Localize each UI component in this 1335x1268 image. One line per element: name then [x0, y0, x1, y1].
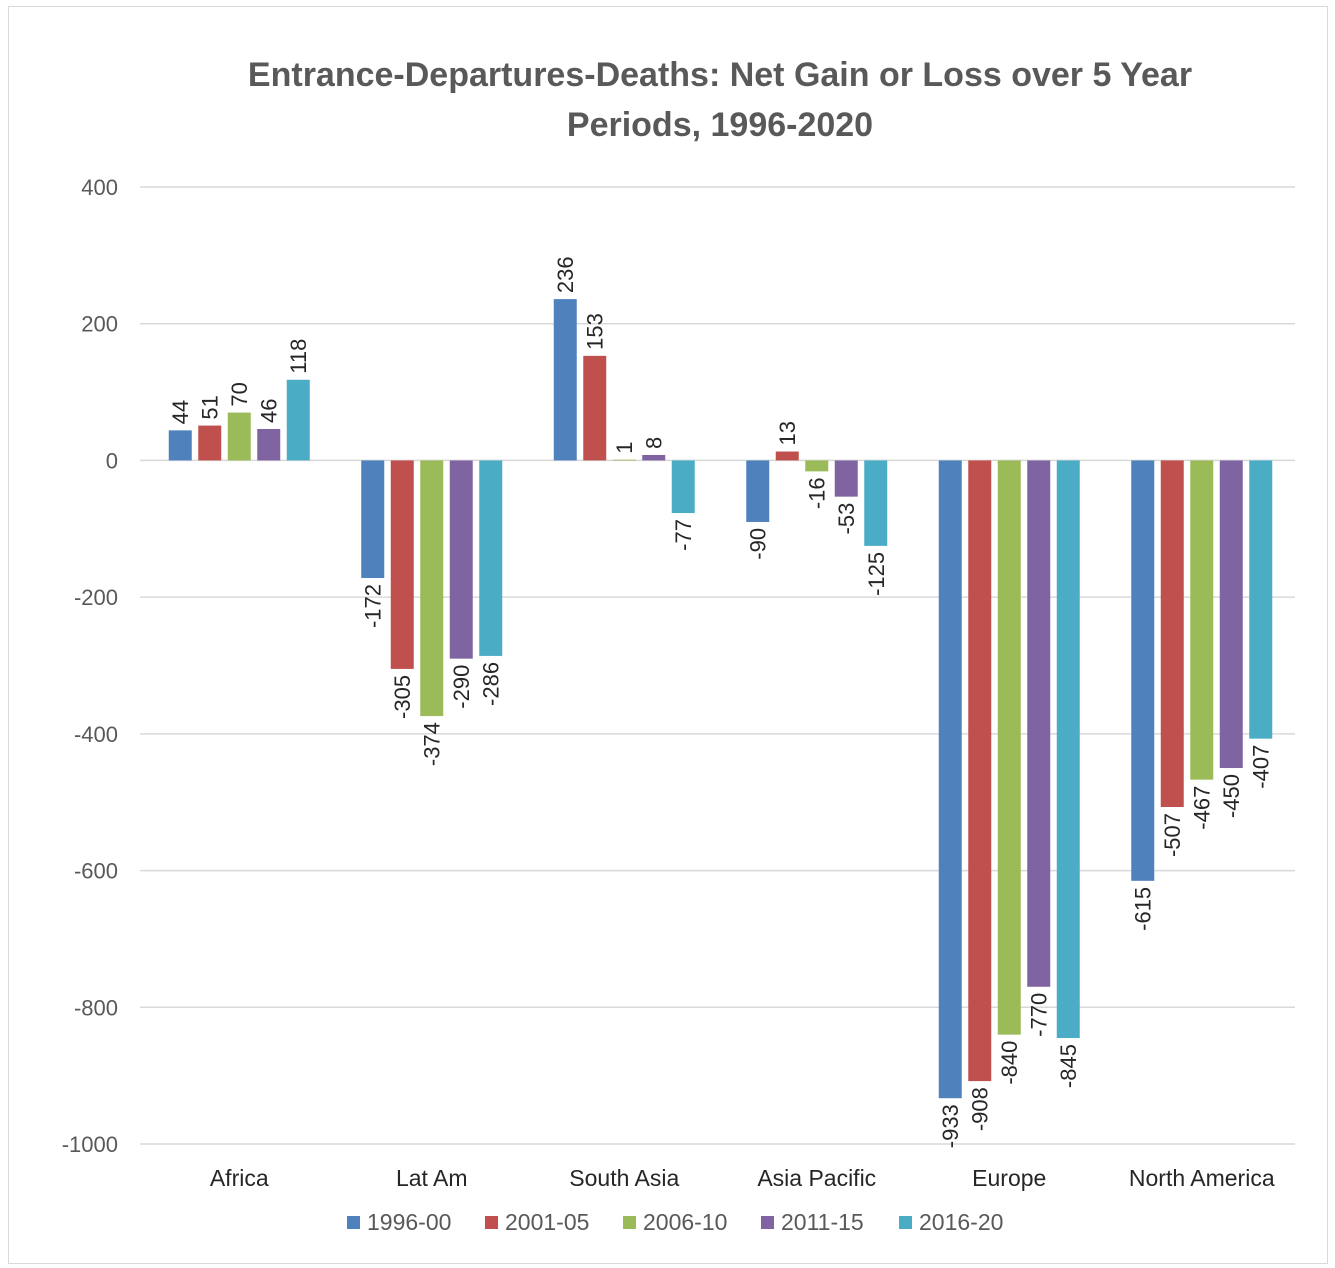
data-label: -16 — [805, 477, 830, 509]
bar-2016-20-africa — [286, 379, 310, 461]
bar-2001-05-asia-pacific — [775, 451, 799, 461]
legend-swatch — [623, 1216, 636, 1229]
legend-label: 2011-15 — [781, 1209, 864, 1235]
data-label: -840 — [997, 1041, 1022, 1085]
bar-2001-05-lat-am — [390, 460, 414, 669]
bar-2016-20-south-asia — [671, 460, 695, 514]
bar-2006-10-lat-am — [420, 460, 444, 717]
chart-title-line-2: Periods, 1996-2020 — [566, 106, 874, 144]
y-tick-label: -800 — [74, 995, 118, 1020]
x-category-label: North America — [1129, 1165, 1275, 1191]
bar-2016-20-north-america — [1249, 460, 1273, 739]
data-label: -125 — [864, 552, 889, 596]
bar-2011-15-lat-am — [449, 460, 473, 659]
bar-2006-10-asia-pacific — [805, 460, 829, 472]
bar-2001-05-europe — [968, 460, 992, 1082]
bar-2011-15-africa — [257, 428, 281, 461]
data-label: -933 — [938, 1104, 963, 1148]
bar-2016-20-asia-pacific — [864, 460, 888, 546]
x-category-label: Asia Pacific — [757, 1165, 876, 1191]
bar-1996-00-europe — [938, 460, 962, 1099]
data-label: 118 — [286, 339, 311, 374]
data-label: -77 — [671, 519, 696, 551]
x-category-label: South Asia — [569, 1165, 679, 1191]
data-label: -290 — [449, 665, 474, 709]
y-tick-label: -1000 — [62, 1132, 118, 1157]
data-label: 46 — [257, 398, 282, 422]
bar-2016-20-lat-am — [479, 460, 503, 656]
bar-2001-05-africa — [198, 425, 222, 461]
x-category-label: Africa — [210, 1165, 269, 1191]
bar-1996-00-south-asia — [553, 299, 577, 461]
data-label: -507 — [1160, 813, 1185, 857]
bar-1996-00-africa — [168, 430, 192, 461]
data-label: -407 — [1249, 745, 1274, 789]
data-label: 1 — [612, 441, 637, 453]
bar-1996-00-north-america — [1131, 460, 1155, 881]
legend-label: 2006-10 — [643, 1209, 727, 1235]
y-tick-label: -400 — [74, 722, 118, 747]
data-label: -53 — [834, 503, 859, 535]
bar-1996-00-lat-am — [361, 460, 385, 579]
chart-title-line-1: Entrance-Departures-Deaths: Net Gain or … — [247, 56, 1193, 94]
legend-swatch — [347, 1216, 360, 1229]
legend-label: 2001-05 — [505, 1209, 589, 1235]
bar-2006-10-africa — [227, 412, 251, 461]
bar-2011-15-north-america — [1219, 460, 1243, 769]
chart-title: Entrance-Departures-Deaths: Net Gain or … — [140, 50, 1300, 150]
x-category-label: Lat Am — [396, 1165, 468, 1191]
bar-2006-10-north-america — [1190, 460, 1214, 780]
bar-2001-05-south-asia — [583, 355, 607, 461]
y-tick-label: -600 — [74, 859, 118, 884]
bar-2006-10-europe — [997, 460, 1021, 1035]
data-label: 8 — [642, 437, 667, 449]
bar-2016-20-europe — [1056, 460, 1080, 1039]
data-label: -845 — [1056, 1044, 1081, 1088]
bar-1996-00-asia-pacific — [746, 460, 770, 522]
y-tick-label: 0 — [106, 448, 118, 473]
legend-label: 1996-00 — [367, 1209, 451, 1235]
bar-2011-15-asia-pacific — [834, 460, 858, 497]
data-label: -450 — [1219, 774, 1244, 818]
data-label: -908 — [968, 1087, 993, 1131]
bar-2011-15-south-asia — [642, 454, 666, 461]
data-label: -172 — [361, 584, 386, 628]
bar-2011-15-europe — [1027, 460, 1051, 987]
data-label: -615 — [1131, 887, 1156, 931]
data-label: -770 — [1027, 993, 1052, 1037]
y-tick-label: -200 — [74, 585, 118, 610]
y-tick-label: 200 — [81, 312, 118, 337]
y-tick-label: 400 — [81, 175, 118, 200]
data-label: -90 — [746, 528, 771, 560]
data-label: 236 — [553, 256, 578, 293]
bar-2001-05-north-america — [1160, 460, 1184, 807]
legend-swatch — [899, 1216, 912, 1229]
data-label: -305 — [390, 675, 415, 719]
data-label: 153 — [583, 313, 608, 350]
data-label: 13 — [775, 421, 800, 445]
data-label: -286 — [479, 662, 504, 706]
bar-2006-10-south-asia — [612, 459, 636, 461]
legend-swatch — [761, 1216, 774, 1229]
legend-label: 2016-20 — [919, 1209, 1003, 1235]
x-category-label: Europe — [972, 1165, 1046, 1191]
chart-frame — [8, 6, 1328, 1264]
data-label: 70 — [227, 382, 252, 406]
data-label: -467 — [1190, 786, 1215, 830]
data-label: 51 — [198, 395, 223, 419]
data-label: -374 — [420, 722, 445, 766]
legend-swatch — [485, 1216, 498, 1229]
data-label: 44 — [168, 400, 193, 424]
